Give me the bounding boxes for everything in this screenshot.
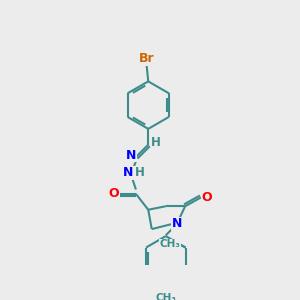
Text: O: O (202, 191, 212, 204)
Text: H: H (134, 166, 144, 179)
Text: Br: Br (139, 52, 154, 65)
Text: CH₃: CH₃ (155, 292, 176, 300)
Text: N: N (172, 217, 182, 230)
Text: N: N (126, 149, 137, 162)
Text: N: N (123, 166, 133, 179)
Text: O: O (109, 188, 119, 200)
Text: CH₃: CH₃ (159, 239, 180, 249)
Text: H: H (151, 136, 161, 148)
